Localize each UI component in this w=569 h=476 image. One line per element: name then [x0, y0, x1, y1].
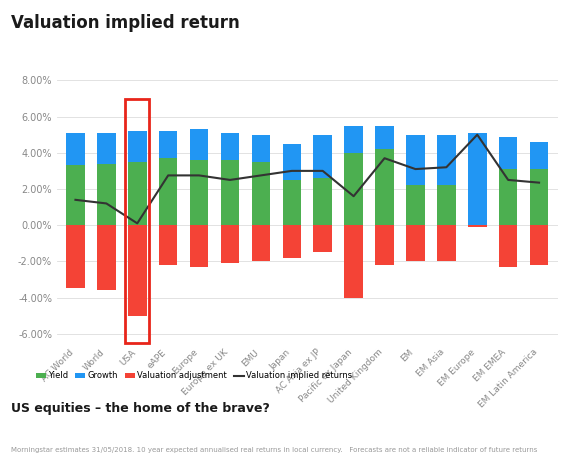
Bar — [406, 185, 424, 225]
Bar — [97, 225, 116, 290]
Bar — [376, 225, 394, 265]
Bar — [530, 225, 549, 265]
Bar — [437, 135, 456, 185]
Bar — [251, 225, 270, 261]
Bar — [159, 158, 178, 225]
Bar — [66, 166, 85, 225]
Bar — [221, 133, 239, 160]
Bar — [344, 126, 363, 153]
Bar — [468, 133, 486, 225]
Bar — [251, 135, 270, 162]
Bar — [128, 162, 147, 225]
Bar — [376, 126, 394, 149]
Bar — [314, 178, 332, 225]
Bar — [190, 160, 208, 225]
Text: US equities – the home of the brave?: US equities – the home of the brave? — [11, 402, 270, 415]
Bar — [437, 225, 456, 261]
Bar — [344, 153, 363, 225]
Bar — [468, 225, 486, 227]
Bar — [283, 225, 301, 258]
Bar — [159, 131, 178, 158]
Bar — [221, 225, 239, 263]
Bar — [159, 225, 178, 265]
Bar — [437, 185, 456, 225]
Bar — [66, 133, 85, 166]
Bar — [283, 144, 301, 180]
Legend: Yield, Growth, Valuation adjustment, Valuation implied returns: Yield, Growth, Valuation adjustment, Val… — [32, 368, 356, 384]
Bar — [66, 225, 85, 288]
Bar — [314, 225, 332, 252]
Bar — [125, 99, 149, 343]
Bar — [190, 225, 208, 267]
Bar — [406, 225, 424, 261]
Bar — [251, 162, 270, 225]
Bar — [128, 225, 147, 316]
Bar — [499, 137, 517, 169]
Bar — [283, 180, 301, 225]
Bar — [97, 133, 116, 164]
Bar — [499, 169, 517, 225]
Bar — [376, 149, 394, 225]
Bar — [221, 160, 239, 225]
Text: Morningstar estimates 31/05/2018. 10 year expected annualised real returns in lo: Morningstar estimates 31/05/2018. 10 yea… — [11, 447, 538, 454]
Bar — [314, 135, 332, 178]
Text: Valuation implied return: Valuation implied return — [11, 14, 240, 32]
Bar — [499, 225, 517, 267]
Bar — [190, 129, 208, 160]
Bar — [344, 225, 363, 298]
Bar — [406, 135, 424, 185]
Bar — [530, 169, 549, 225]
Bar — [530, 142, 549, 169]
Bar — [128, 131, 147, 162]
Bar — [97, 164, 116, 225]
